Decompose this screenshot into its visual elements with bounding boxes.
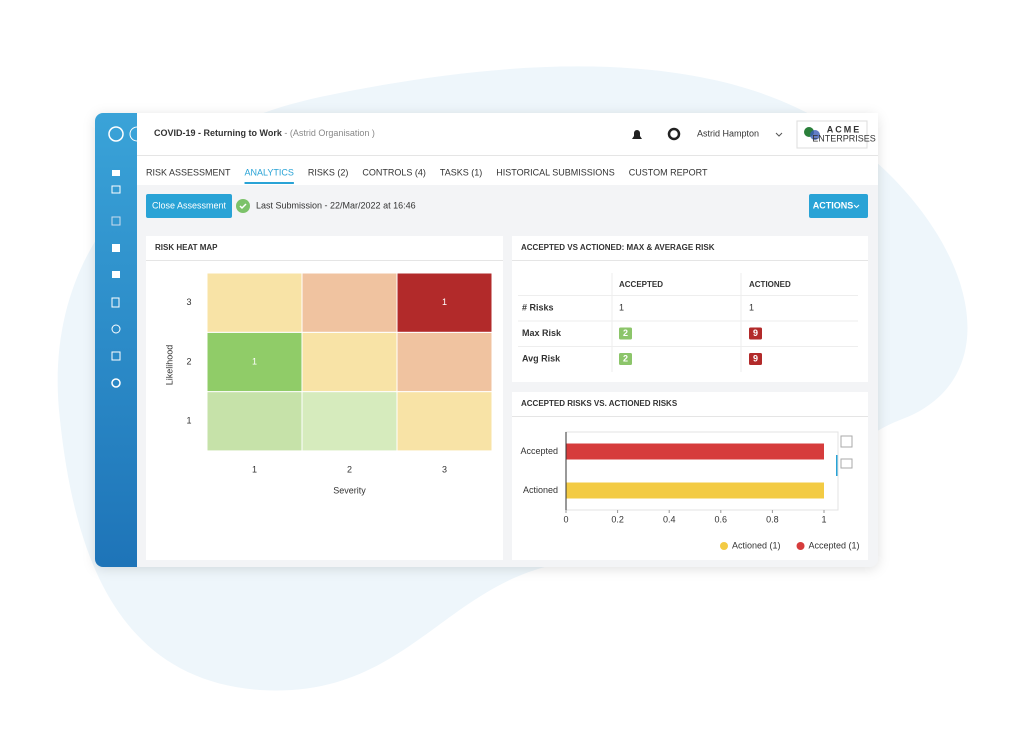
category-label: Actioned: [523, 485, 558, 495]
cell-label: 1: [442, 297, 447, 307]
settings-gear[interactable]: [667, 127, 681, 141]
legend-label: Accepted (1): [809, 540, 860, 550]
user-caret: [775, 132, 783, 137]
tabs: RISK ASSESSMENT ANALYTICS RISKS (2) CONTROL…: [146, 167, 708, 184]
badge: [619, 353, 632, 365]
x-tick-label: 1: [252, 464, 257, 474]
close-assessment-button[interactable]: [146, 194, 232, 218]
comment-icon[interactable]: [840, 458, 853, 469]
heatmap-cell: [206, 331, 303, 393]
document-icon[interactable]: [111, 297, 120, 308]
status-check: [239, 203, 247, 210]
badge: [619, 327, 632, 340]
heatmap-cell: [396, 272, 493, 333]
tab[interactable]: RISK ASSESSMENT: [146, 167, 231, 177]
badge-value: 9: [753, 353, 758, 363]
user-menu[interactable]: Astrid Hampton: [697, 128, 759, 138]
close-assessment-label[interactable]: Close Assessment: [152, 200, 227, 210]
cell-value: 1: [619, 302, 624, 312]
badge: [749, 353, 762, 365]
tab[interactable]: CONTROLS (4): [362, 167, 426, 177]
bar: [566, 443, 824, 460]
logo-mark: [810, 130, 820, 140]
heatmap-cell: [396, 391, 493, 452]
column-header: ACTIONED: [749, 280, 791, 289]
bar: [566, 482, 824, 499]
save-icon[interactable]: [840, 435, 853, 448]
row-label: Max Risk: [522, 328, 562, 338]
actions-label[interactable]: ACTIONS: [813, 200, 854, 210]
badge-value: 2: [623, 328, 628, 338]
calendar-icon[interactable]: [111, 185, 121, 194]
legend-label: Actioned (1): [732, 540, 781, 550]
tab[interactable]: CUSTOM REPORT: [629, 167, 708, 177]
page-title: COVID-19 - Returning to Work - (Astrid O…: [154, 128, 375, 138]
header-bar: [137, 113, 878, 155]
menu-icon[interactable]: [108, 126, 124, 142]
heatmap-cell: [206, 272, 303, 333]
tab[interactable]: TASKS (1): [440, 167, 482, 177]
x-tick-label: 2: [347, 464, 352, 474]
x-tick-label: 0.6: [715, 514, 728, 524]
x-tick-label: 0.8: [766, 514, 779, 524]
y-tick-label: 1: [186, 416, 191, 426]
heatmap-cell: [301, 391, 398, 452]
y-tick-label: 2: [186, 356, 191, 366]
row-label: # Risks: [522, 302, 554, 312]
panel-title: RISK HEAT MAP: [155, 243, 218, 252]
status-text: Last Submission - 22/Mar/2022 at 16:46: [256, 200, 416, 210]
notification-icon[interactable]: [632, 130, 642, 139]
badge-value: 9: [753, 328, 758, 338]
actions-caret: [853, 204, 860, 209]
panel-title: ACCEPTED VS ACTIONED: MAX & AVERAGE RISK: [521, 243, 715, 252]
x-axis-label: Severity: [333, 485, 366, 495]
x-tick-label: 0.2: [611, 514, 624, 524]
y-tick-label: 3: [186, 297, 191, 307]
cell-value: 1: [749, 302, 754, 312]
organisation: - (Astrid Organisation ): [284, 128, 375, 138]
badge: [749, 327, 762, 340]
row-label: Avg Risk: [522, 353, 561, 363]
tab[interactable]: RISKS (2): [308, 167, 349, 177]
check-icon[interactable]: [111, 216, 121, 226]
title: COVID-19 - Returning to Work: [154, 128, 283, 138]
x-tick-label: 1: [821, 514, 826, 524]
heatmap-cell: [301, 331, 398, 393]
chart-icon[interactable]: [112, 244, 120, 252]
legend-dot: [796, 542, 805, 550]
briefcase-icon[interactable]: [112, 271, 120, 278]
table-panel: [512, 236, 868, 382]
category-label: Accepted: [520, 446, 558, 456]
logo-subtext: ENTERPRISES: [812, 133, 876, 143]
actions-button[interactable]: [809, 194, 868, 218]
bar-panel: [512, 392, 868, 560]
badge-value: 2: [623, 353, 628, 363]
tab[interactable]: ANALYTICS: [245, 167, 294, 177]
heatmap-cell: [396, 331, 493, 393]
logo-text: ACME: [827, 124, 862, 134]
x-tick-label: 3: [442, 464, 447, 474]
x-tick-label: 0.4: [663, 514, 676, 524]
legend-dot: [720, 542, 728, 550]
tab-bar: [137, 155, 878, 185]
column-header: ACCEPTED: [619, 280, 663, 289]
home-icon[interactable]: [112, 170, 120, 176]
task-icon[interactable]: [111, 324, 121, 334]
x-tick-label: 0: [563, 514, 568, 524]
panel-title: ACCEPTED RISKS VS. ACTIONED RISKS: [521, 399, 678, 408]
tab[interactable]: HISTORICAL SUBMISSIONS: [496, 167, 615, 177]
settings-icon[interactable]: [111, 378, 121, 388]
y-axis-label: Likelihood: [164, 345, 174, 386]
sidebar: [95, 113, 137, 567]
report-icon[interactable]: [111, 351, 121, 361]
cell-label: 1: [252, 356, 257, 366]
heatmap-cell: [301, 272, 398, 333]
heatmap-cell: [206, 391, 303, 452]
